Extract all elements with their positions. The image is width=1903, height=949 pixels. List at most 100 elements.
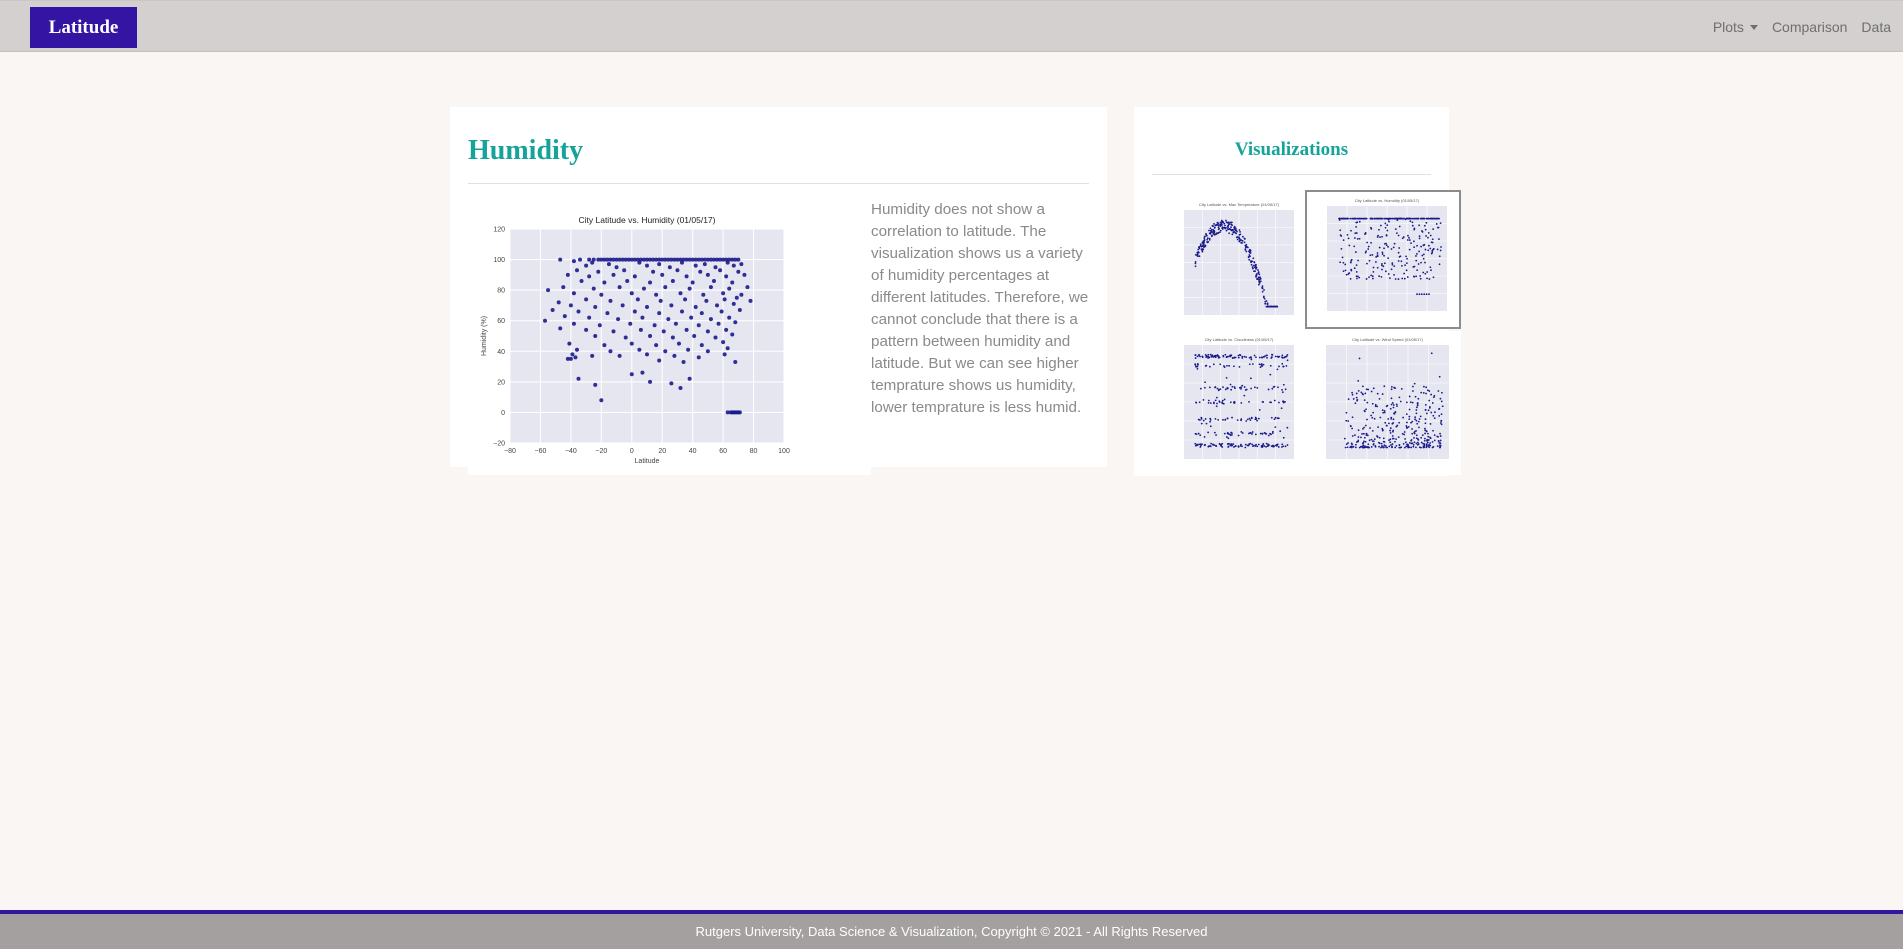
scatter-point — [651, 257, 656, 262]
scatter-point — [701, 292, 706, 297]
thumb-point — [1427, 432, 1429, 435]
thumb-point — [1374, 446, 1377, 448]
thumb-point — [1422, 244, 1425, 247]
thumb-point — [1208, 232, 1211, 235]
thumb-point — [1260, 446, 1263, 448]
scatter-point — [635, 257, 640, 262]
thumb-point — [1439, 446, 1441, 449]
thumb-point — [1415, 419, 1418, 422]
scatter-point — [666, 317, 671, 322]
thumb-point — [1237, 356, 1240, 359]
thumb-point — [1395, 438, 1397, 441]
thumb-point — [1203, 245, 1206, 248]
thumb-point — [1402, 416, 1405, 419]
thumb-point — [1207, 353, 1210, 356]
thumb-point — [1416, 441, 1419, 444]
thumb-point — [1381, 251, 1384, 254]
thumb-point — [1420, 261, 1422, 264]
thumb-point — [1393, 386, 1395, 389]
thumb-point — [1413, 227, 1416, 230]
thumb-point — [1418, 250, 1420, 253]
nav-plots-dropdown[interactable]: Plots — [1713, 19, 1758, 35]
thumb-point — [1278, 401, 1280, 404]
thumb-point — [1440, 423, 1443, 426]
thumb-point — [1196, 251, 1199, 254]
thumb-point — [1413, 240, 1415, 243]
scatter-point — [678, 257, 683, 262]
thumb-point — [1257, 269, 1259, 271]
thumb-point — [1438, 263, 1441, 266]
thumb-point — [1348, 272, 1351, 274]
thumb-point — [1271, 353, 1273, 356]
thumbnail-wind-speed[interactable]: City Latitude vs. Wind Speed (01/05/17) — [1306, 331, 1461, 475]
scatter-point — [736, 257, 741, 262]
thumb-point — [1405, 262, 1408, 265]
scatter-point — [625, 278, 630, 283]
thumb-point — [1380, 446, 1382, 449]
thumb-point — [1433, 434, 1436, 437]
thumb-point — [1420, 217, 1422, 220]
thumb-point — [1364, 392, 1367, 395]
thumb-point — [1361, 385, 1364, 388]
thumb-point — [1205, 422, 1208, 425]
thumb-point — [1231, 233, 1234, 236]
thumb-point — [1237, 354, 1240, 357]
nav-data-link[interactable]: Data — [1861, 19, 1891, 35]
scatter-point — [657, 311, 662, 316]
thumb-point — [1196, 367, 1199, 370]
thumb-point — [1236, 419, 1239, 422]
thumb-point — [1199, 446, 1202, 448]
thumb-point — [1256, 277, 1259, 280]
thumb-point — [1216, 354, 1219, 356]
thumb-point — [1398, 446, 1401, 449]
thumb-point — [1411, 428, 1413, 430]
thumb-point — [1362, 432, 1365, 435]
thumb-point — [1425, 392, 1427, 395]
thumb-point — [1411, 217, 1414, 220]
thumb-point — [1259, 432, 1262, 435]
brand-link[interactable]: Latitude — [30, 7, 137, 48]
scatter-point — [672, 353, 677, 358]
thumb-point — [1229, 354, 1232, 357]
thumb-point — [1344, 263, 1347, 266]
thumb-point — [1418, 235, 1421, 238]
scatter-point — [638, 257, 643, 262]
thumb-point — [1271, 432, 1274, 435]
scatter-point — [669, 381, 674, 386]
thumb-point — [1259, 366, 1262, 369]
thumb-point — [1366, 262, 1368, 265]
scatter-point — [587, 257, 592, 262]
thumb-point — [1266, 445, 1269, 448]
scatter-point — [645, 263, 649, 268]
nav-comparison-link[interactable]: Comparison — [1771, 19, 1848, 35]
thumb-point — [1430, 352, 1433, 355]
thumb-point — [1202, 243, 1205, 245]
thumbnail-max-temperature[interactable]: City Latitude vs. Max Temperature (01/05… — [1164, 196, 1306, 331]
thumb-point — [1427, 435, 1430, 438]
thumb-point — [1419, 277, 1422, 280]
y-axis-label: Humidity (%) — [481, 316, 488, 356]
thumb-point — [1253, 261, 1256, 263]
thumb-point — [1347, 442, 1349, 444]
scatter-point — [663, 257, 668, 262]
thumbnail-cloudiness[interactable]: City Latitude vs. Cloudiness (01/05/17) — [1164, 331, 1306, 475]
thumb-point — [1203, 236, 1206, 238]
thumb-point — [1274, 426, 1277, 428]
thumb-point — [1227, 221, 1230, 224]
thumb-point — [1202, 419, 1205, 422]
scatter-point — [673, 321, 678, 326]
thumb-point — [1230, 443, 1233, 446]
thumb-point — [1263, 445, 1266, 447]
chart-title: City Latitude vs. Humidity (01/05/17) — [578, 215, 715, 225]
scatter-point — [611, 272, 616, 277]
thumb-point — [1404, 438, 1406, 440]
thumbnail-humidity[interactable]: City Latitude vs. Humidity (01/05/17) — [1305, 190, 1461, 329]
thumb-point — [1392, 422, 1395, 424]
scatter-point — [657, 262, 662, 267]
thumb-point — [1357, 275, 1359, 278]
thumb-point — [1226, 417, 1229, 420]
scatter-point — [739, 292, 744, 297]
thumb-point — [1241, 432, 1244, 434]
thumb-point — [1258, 278, 1261, 281]
thumb-point — [1251, 363, 1254, 365]
